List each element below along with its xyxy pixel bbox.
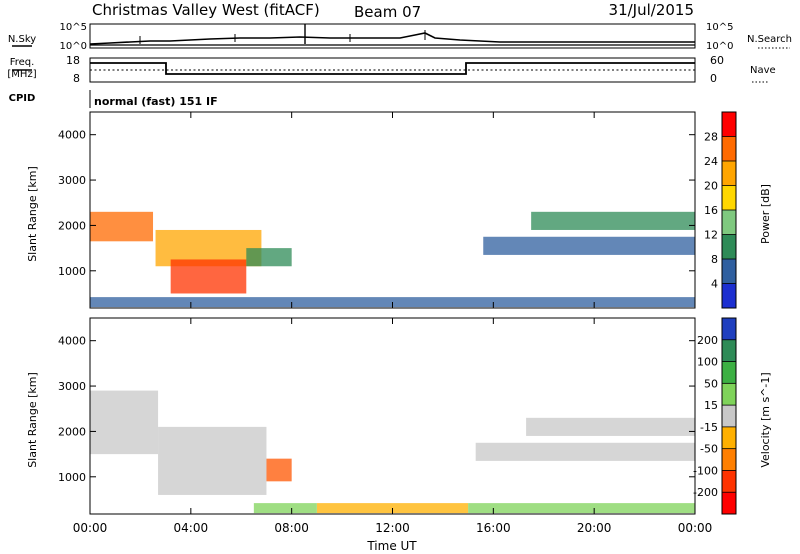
power-colorbar-swatch-6	[722, 259, 736, 284]
velocity-scatter-region-3	[475, 442, 695, 461]
freq-label: Freq.	[10, 57, 35, 68]
cpid-text: normal (fast) 151 IF	[94, 95, 218, 108]
velocity-colorbar: 200 100 50 15 -15 -50 -100 -200	[693, 317, 737, 515]
cpid-label: CPID	[9, 93, 36, 104]
power-panel: Slant Range [km] 4000 3000 2000 1000 28 24 20…	[26, 111, 772, 309]
velocity-colorbar-label-0: 200	[697, 334, 718, 347]
noise-panel: N.Sky 10^5 10^0 10^5 10^0 N.Search	[8, 22, 792, 52]
velocity-colorbar-label-6: -100	[693, 464, 718, 477]
power-ytick-label-2: 2000	[58, 219, 86, 232]
velocity-ytick-label-2: 2000	[58, 425, 86, 438]
x-tick-label-4: 16:00	[476, 521, 511, 535]
freq-tick-top: 18	[66, 54, 80, 67]
power-ylabel: Slant Range [km]	[26, 166, 39, 262]
velocity-scatter-region-6	[468, 503, 695, 514]
velocity-colorbar-swatch-6	[722, 448, 736, 471]
velocity-colorbar-swatch-8	[722, 492, 736, 515]
date-label: 31/Jul/2015	[609, 1, 694, 19]
freq-trace	[90, 62, 695, 75]
power-scatter-region-4	[483, 236, 695, 255]
velocity-colorbar-label-3: 15	[704, 399, 718, 412]
velocity-colorbar-frame	[721, 317, 737, 515]
velocity-colorbar-label-4: -15	[700, 421, 718, 434]
noise-sky-label: N.Sky	[8, 34, 36, 45]
x-axis-label: Time UT	[366, 539, 417, 553]
power-colorbar-label-3: 16	[704, 204, 718, 217]
x-tick-label-3: 12:00	[375, 521, 410, 535]
freq-panel: Freq. [MHz] 18 8 60 0 Nave CPID normal (…	[7, 54, 776, 108]
power-ytick-label-3: 1000	[58, 265, 86, 278]
velocity-panel: Slant Range [km] 4000 3000 2000 1000 200 100…	[26, 317, 772, 515]
velocity-ytick-label-0: 4000	[58, 335, 86, 348]
power-colorbar-swatch-2	[722, 161, 736, 186]
velocity-regions	[90, 390, 695, 514]
x-axis-ticks: 00:00 04:00 08:00 12:00 16:00 20:00 00:00	[73, 112, 713, 535]
velocity-colorbar-swatch-3	[722, 383, 736, 406]
velocity-ylabel: Slant Range [km]	[26, 372, 39, 468]
x-tick-label-6: 00:00	[678, 521, 713, 535]
power-scatter-region-0	[90, 211, 154, 242]
noise-right-tick-bottom: 10^0	[706, 41, 733, 52]
power-colorbar-swatch-5	[722, 234, 736, 260]
x-tick-label-1: 04:00	[174, 521, 209, 535]
noise-left-tick-bottom: 10^0	[60, 41, 87, 52]
power-colorbar-swatch-1	[722, 136, 736, 162]
power-scatter-region-5	[531, 211, 695, 230]
velocity-colorbar-swatch-5	[722, 426, 736, 450]
noise-right-tick-top: 10^5	[706, 22, 733, 33]
velocity-scatter-region-0	[90, 390, 159, 455]
x-tick-label-0: 00:00	[73, 521, 108, 535]
nave-tick-top: 60	[710, 54, 724, 67]
freq-tick-bottom: 8	[73, 72, 80, 85]
power-colorbar-swatch-0	[722, 112, 736, 137]
power-regions	[90, 211, 695, 308]
velocity-colorbar-swatch-4	[722, 405, 736, 428]
power-colorbar: 28 24 20 16 12 8 4	[704, 111, 737, 309]
velocity-colorbar-swatch-2	[722, 361, 736, 384]
freq-unit-label: [MHz]	[7, 69, 36, 80]
power-scatter-region-2	[170, 259, 247, 294]
beam-label: Beam 07	[354, 3, 421, 21]
velocity-colorbar-swatch-0	[722, 318, 736, 341]
velocity-colorbar-swatch-1	[722, 339, 736, 363]
velocity-colorbar-swatch-7	[722, 470, 736, 493]
x-tick-label-5: 20:00	[577, 521, 612, 535]
velocity-ytick-label-1: 3000	[58, 380, 86, 393]
velocity-ytick-label-3: 1000	[58, 471, 86, 484]
power-colorbar-label-4: 12	[704, 229, 718, 242]
nave-label: Nave	[750, 65, 776, 76]
nave-tick-bottom: 0	[710, 72, 717, 85]
power-colorbar-label-2: 20	[704, 180, 718, 193]
power-ytick-label-0: 4000	[58, 129, 86, 142]
noise-search-label: N.Search	[747, 34, 792, 45]
noise-sky-trace	[89, 32, 695, 45]
velocity-scatter-region-4	[526, 417, 695, 436]
noise-left-tick-top: 10^5	[60, 22, 87, 33]
velocity-colorbar-label-7: -200	[693, 486, 718, 499]
power-colorbar-label-6: 4	[711, 278, 718, 291]
velocity-colorbar-label-2: 50	[704, 377, 718, 390]
velocity-colorbar-label-1: 100	[697, 356, 718, 369]
velocity-colorbar-label: Velocity [m s^-1]	[759, 372, 772, 467]
velocity-scatter-region-1	[158, 426, 267, 495]
power-colorbar-swatch-3	[722, 185, 736, 211]
power-ytick-label-1: 3000	[58, 174, 86, 187]
power-colorbar-label-5: 8	[711, 253, 718, 266]
velocity-colorbar-label-5: -50	[700, 443, 718, 456]
x-tick-label-2: 08:00	[274, 521, 309, 535]
power-colorbar-label-1: 24	[704, 155, 718, 168]
power-yticks: 4000 3000 2000 1000	[58, 129, 695, 278]
power-colorbar-label-0: 28	[704, 131, 718, 144]
velocity-scatter-region-2	[266, 458, 292, 482]
station-title: Christmas Valley West (fitACF)	[92, 1, 320, 19]
power-colorbar-swatch-4	[722, 210, 736, 235]
velocity-yticks: 4000 3000 2000 1000	[58, 335, 695, 484]
velocity-scatter-region-7	[253, 503, 317, 514]
power-scatter-region-3	[246, 248, 292, 267]
power-colorbar-swatch-7	[722, 283, 736, 309]
power-colorbar-label: Power [dB]	[759, 184, 772, 244]
